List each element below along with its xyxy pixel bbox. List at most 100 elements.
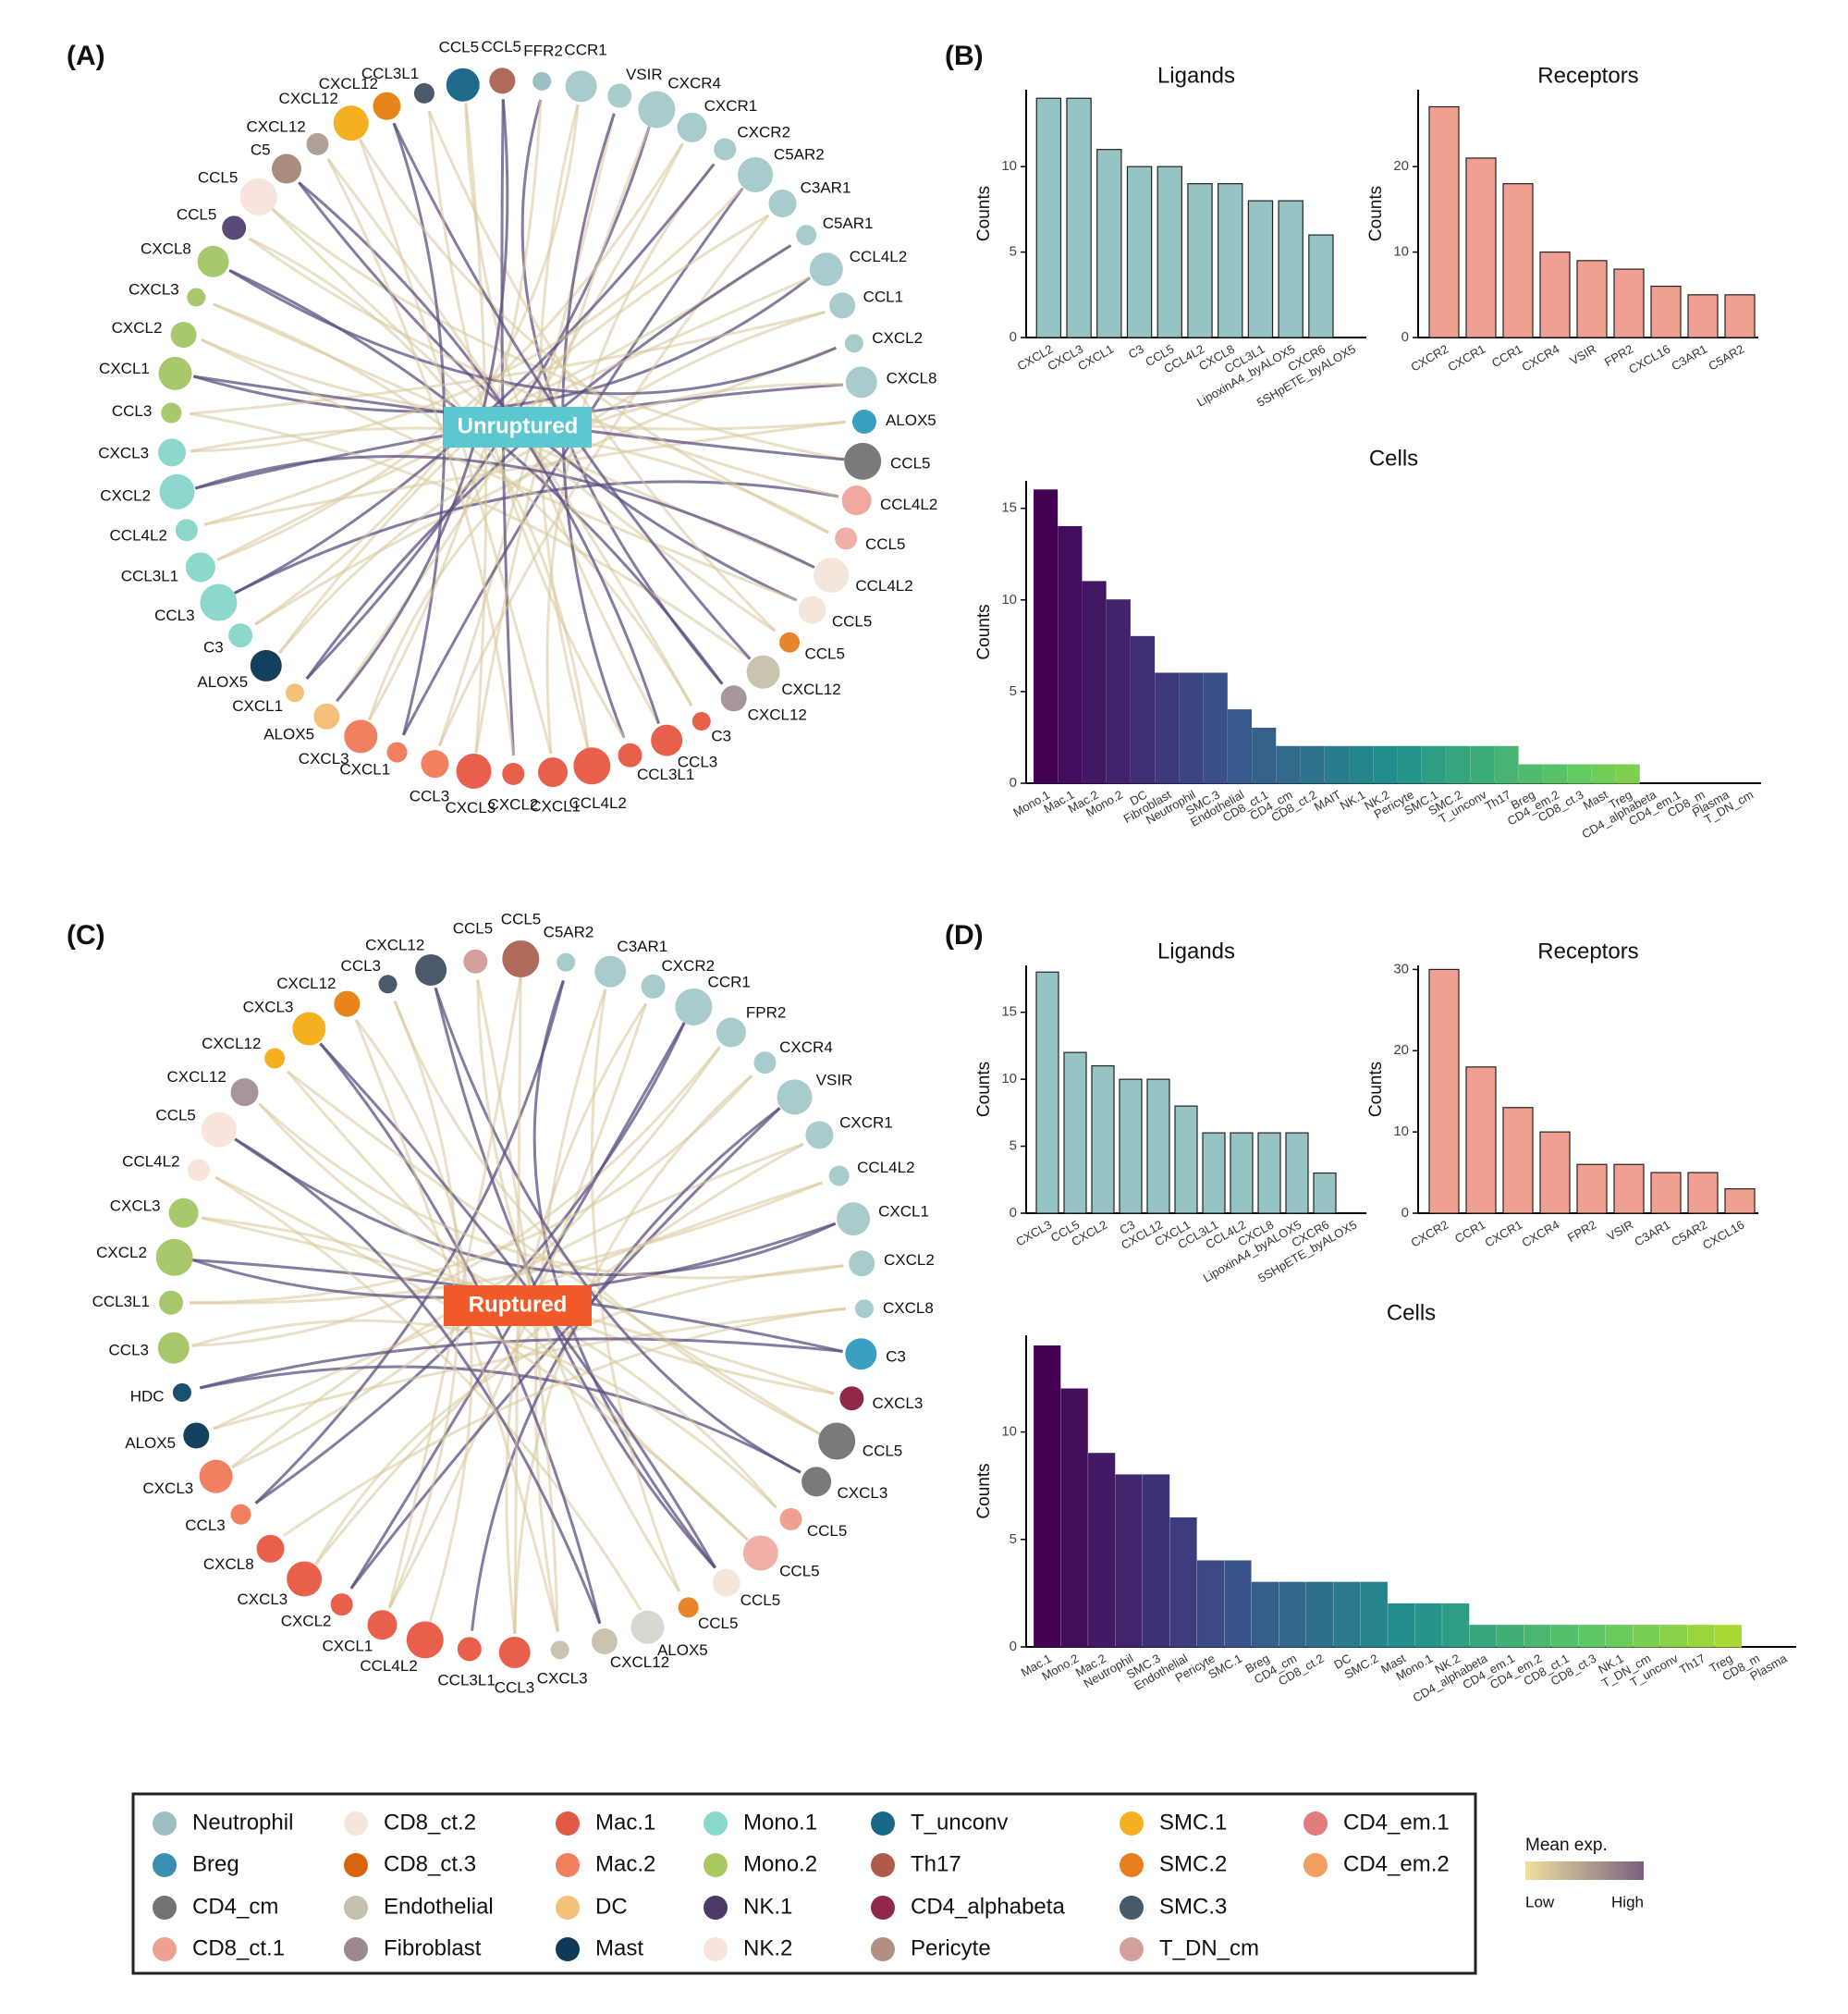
node: [333, 105, 369, 141]
node-label: CXCL12: [279, 90, 338, 107]
chord: [254, 104, 580, 626]
bar: [1613, 1163, 1645, 1214]
bar: [1576, 1163, 1608, 1214]
legend-swatch: [1120, 1937, 1144, 1961]
bar: [1279, 1581, 1306, 1648]
x-tick-label: VSIR: [1567, 342, 1598, 368]
node-label: C3: [886, 1347, 906, 1365]
center-box: [444, 407, 592, 448]
node: [287, 1561, 323, 1597]
bar: [1633, 1625, 1660, 1648]
node-label: CCL4L2: [122, 1152, 179, 1170]
chord: [258, 1102, 844, 1280]
node-label: CXCL1: [530, 797, 581, 815]
bar: [1397, 745, 1422, 784]
bar: [1446, 745, 1471, 784]
legend-swatch: [704, 1937, 728, 1961]
node: [201, 1111, 237, 1148]
bar: [1324, 745, 1349, 784]
node: [200, 583, 238, 621]
bar: [1115, 1474, 1143, 1648]
node-label: CXCL12: [748, 706, 807, 724]
bar: [1613, 268, 1645, 338]
node-label: C5AR2: [544, 923, 594, 940]
bar: [1218, 183, 1243, 338]
legend-label: Neutrophil: [192, 1810, 293, 1835]
bar: [1518, 764, 1543, 784]
bar: [1060, 1388, 1088, 1648]
bar: [1465, 1066, 1497, 1214]
node-label: CXCR4: [779, 1038, 833, 1056]
chart-title: Cells: [1387, 1300, 1436, 1325]
node-label: CCL5: [740, 1591, 780, 1609]
panel-label: (D): [945, 920, 984, 951]
node-label: CXCL3: [243, 999, 294, 1016]
node-label: CXCL12: [319, 75, 378, 92]
node: [641, 974, 666, 999]
chord: [359, 138, 829, 534]
bar: [1550, 1625, 1579, 1648]
y-axis-label: Counts: [974, 604, 994, 659]
legend-swatch: [871, 1853, 895, 1877]
node-label: ALOX5: [886, 411, 936, 429]
bar: [1605, 1625, 1634, 1648]
bar: [1146, 1078, 1170, 1214]
node: [159, 473, 195, 510]
panel-label: (A): [67, 41, 105, 71]
node-label: CCL3: [154, 607, 194, 624]
node-label: CCL5: [863, 1443, 902, 1460]
legend-label: Th17: [911, 1851, 961, 1876]
bar: [1300, 745, 1325, 784]
bar: [1650, 285, 1682, 338]
chord: [190, 1075, 753, 1305]
node: [230, 1504, 251, 1525]
chart-title: Ligands: [1157, 939, 1235, 964]
bar: [1169, 1517, 1197, 1648]
y-tick-label: 10: [1001, 592, 1017, 608]
legend-label: CD4_cm: [192, 1894, 278, 1919]
bar: [1724, 1188, 1756, 1214]
node: [532, 71, 552, 91]
chord: [213, 1307, 847, 1431]
y-tick-label: 30: [1393, 961, 1409, 976]
bar: [1058, 525, 1083, 784]
bar: [1082, 581, 1107, 784]
y-tick-label: 5: [1010, 1138, 1017, 1154]
x-tick-label: CXCR4: [1520, 342, 1562, 375]
bar: [1247, 200, 1274, 338]
node: [168, 1197, 199, 1228]
node-label: CCR1: [564, 41, 606, 58]
node: [618, 743, 643, 768]
node: [222, 215, 247, 240]
bar: [1421, 745, 1446, 784]
node-label: CCL3: [185, 1517, 225, 1534]
node-label: CXCL2: [112, 319, 163, 337]
x-tick-label: CXCR1: [1446, 342, 1488, 375]
node: [158, 356, 192, 390]
bar: [1494, 745, 1519, 784]
bar: [1091, 1065, 1115, 1214]
x-tick-label: VSIR: [1604, 1218, 1635, 1244]
node-label: CXCR2: [737, 123, 790, 141]
legend-swatch: [556, 1811, 580, 1836]
node-label: CXCL12: [781, 681, 840, 698]
node-label: CXCL12: [246, 117, 305, 135]
bar: [1088, 1453, 1116, 1648]
x-tick-label: Th17: [1677, 1652, 1707, 1677]
legend-label: T_unconv: [911, 1810, 1008, 1835]
node: [720, 685, 747, 712]
legend-label: NK.1: [743, 1894, 792, 1919]
node: [373, 92, 401, 120]
node-label: CCL5: [890, 454, 930, 472]
legend-label: Mast: [595, 1935, 643, 1960]
node-label: CXCR4: [667, 74, 721, 92]
node: [805, 1121, 834, 1149]
chord: [190, 310, 826, 415]
node-label: FFR2: [523, 42, 563, 59]
bar: [1428, 968, 1460, 1214]
node-label: CCL5: [698, 1615, 738, 1632]
node-label: CXCL2: [96, 1244, 147, 1261]
